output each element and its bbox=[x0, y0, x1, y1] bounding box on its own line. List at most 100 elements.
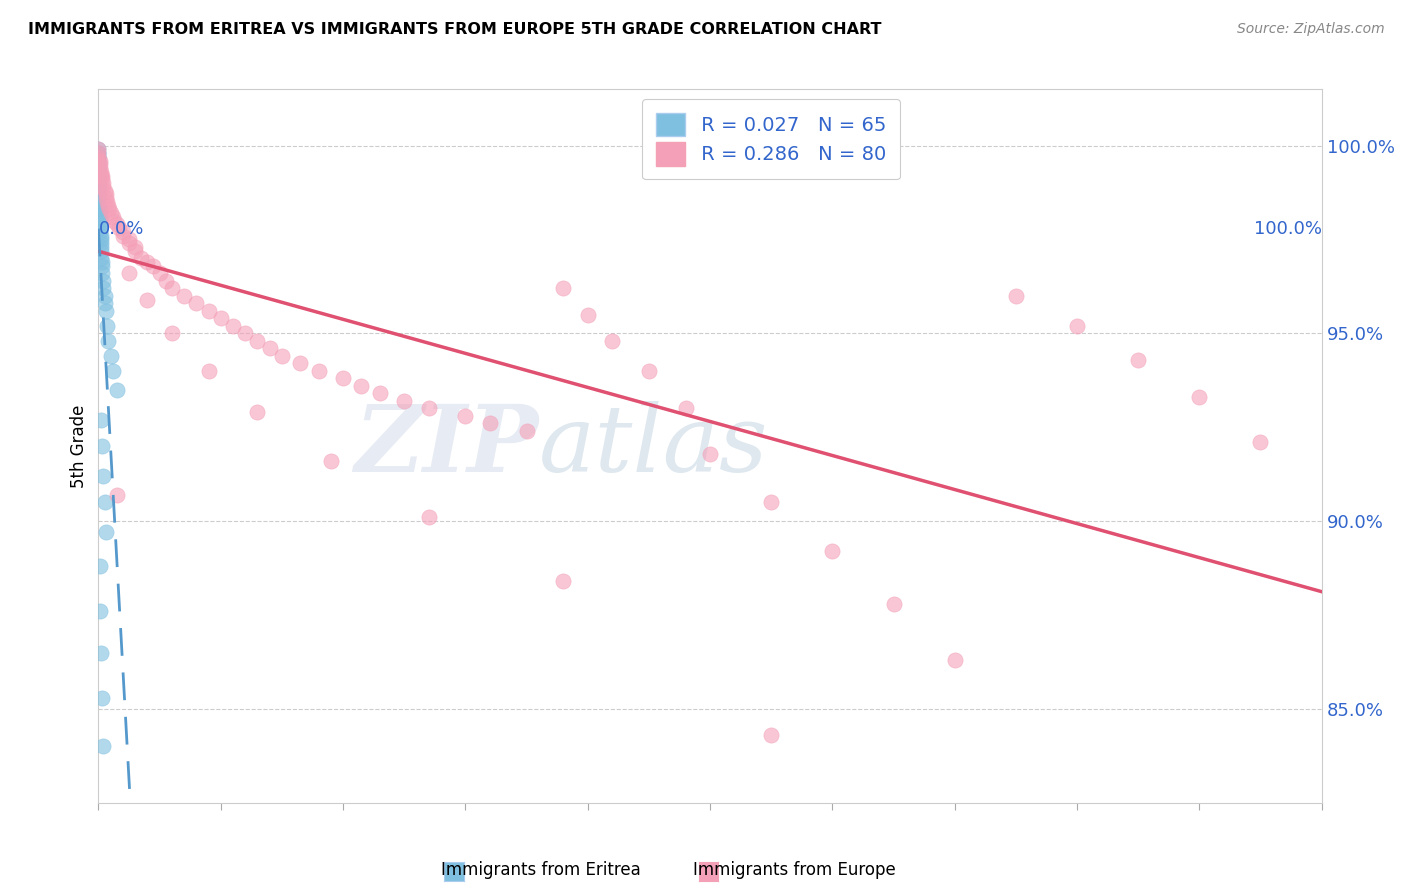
Point bbox=[90, 646, 112, 660]
Point bbox=[103, 213, 125, 227]
Point bbox=[111, 228, 134, 243]
Point bbox=[98, 202, 121, 217]
Point bbox=[111, 225, 134, 239]
Point bbox=[108, 221, 131, 235]
Point bbox=[1249, 435, 1271, 450]
Point bbox=[332, 371, 354, 385]
Point bbox=[94, 525, 117, 540]
Point bbox=[90, 413, 112, 427]
Point bbox=[821, 544, 844, 558]
Point bbox=[90, 236, 112, 251]
Point bbox=[87, 157, 110, 171]
Point bbox=[91, 739, 114, 754]
Point bbox=[553, 574, 575, 589]
Point bbox=[136, 255, 159, 269]
Point bbox=[222, 318, 245, 333]
Point bbox=[943, 653, 966, 667]
Point bbox=[87, 187, 110, 202]
Point bbox=[699, 446, 721, 460]
Point bbox=[638, 364, 661, 378]
Point bbox=[290, 356, 312, 370]
Point bbox=[94, 303, 117, 318]
Point bbox=[160, 326, 183, 341]
Point bbox=[91, 281, 114, 295]
Point bbox=[90, 165, 112, 179]
Point bbox=[101, 364, 124, 378]
Point bbox=[186, 296, 208, 310]
Point bbox=[89, 221, 111, 235]
Point bbox=[96, 318, 118, 333]
Legend:  R = 0.027   N = 65,  R = 0.286   N = 80: R = 0.027 N = 65, R = 0.286 N = 80 bbox=[643, 99, 900, 179]
Point bbox=[97, 334, 120, 348]
Point bbox=[87, 172, 110, 186]
Point bbox=[515, 424, 537, 438]
Point bbox=[87, 194, 110, 209]
Point bbox=[87, 169, 110, 183]
Point bbox=[87, 165, 110, 179]
Point bbox=[87, 165, 110, 179]
Point bbox=[87, 176, 110, 190]
Point bbox=[87, 142, 110, 156]
Point bbox=[100, 206, 122, 220]
Point bbox=[91, 266, 114, 280]
Point bbox=[1188, 390, 1211, 404]
Point bbox=[87, 150, 110, 164]
Point bbox=[308, 364, 330, 378]
Point bbox=[553, 281, 575, 295]
Point bbox=[87, 202, 110, 217]
Text: atlas: atlas bbox=[538, 401, 768, 491]
Point bbox=[96, 194, 118, 209]
Point bbox=[89, 210, 111, 224]
Point bbox=[129, 251, 152, 265]
Point bbox=[149, 266, 172, 280]
Point bbox=[93, 495, 115, 509]
Point bbox=[87, 146, 110, 161]
Point bbox=[91, 176, 114, 190]
Text: Source: ZipAtlas.com: Source: ZipAtlas.com bbox=[1237, 22, 1385, 37]
Point bbox=[100, 349, 122, 363]
Point bbox=[87, 150, 110, 164]
Point bbox=[368, 386, 391, 401]
Point bbox=[87, 153, 110, 168]
Point bbox=[97, 199, 120, 213]
Point bbox=[246, 334, 269, 348]
Point bbox=[90, 232, 112, 246]
Point bbox=[105, 488, 128, 502]
Point bbox=[761, 728, 783, 742]
Point bbox=[91, 172, 114, 186]
Point bbox=[87, 172, 110, 186]
Point bbox=[118, 232, 141, 246]
Point bbox=[142, 259, 165, 273]
Point bbox=[118, 236, 141, 251]
Point bbox=[89, 157, 111, 171]
Point bbox=[87, 153, 110, 168]
Point bbox=[91, 169, 114, 183]
Point bbox=[418, 510, 440, 524]
Point bbox=[319, 454, 342, 468]
Point bbox=[87, 150, 110, 164]
Point bbox=[87, 176, 110, 190]
Point bbox=[91, 274, 114, 288]
Point bbox=[91, 255, 114, 269]
Text: Immigrants from Europe: Immigrants from Europe bbox=[693, 861, 896, 879]
Point bbox=[87, 191, 110, 205]
Point bbox=[101, 210, 124, 224]
Point bbox=[90, 228, 112, 243]
Point bbox=[87, 146, 110, 161]
Point bbox=[454, 409, 477, 423]
Point bbox=[90, 240, 112, 254]
Text: 0.0%: 0.0% bbox=[98, 219, 143, 238]
Y-axis label: 5th Grade: 5th Grade bbox=[70, 404, 89, 488]
Point bbox=[90, 169, 112, 183]
Point bbox=[90, 244, 112, 258]
Point bbox=[600, 334, 623, 348]
Point bbox=[1066, 318, 1088, 333]
Point bbox=[270, 349, 294, 363]
Point bbox=[87, 157, 110, 171]
Point bbox=[883, 597, 905, 611]
Point bbox=[105, 383, 128, 397]
Point bbox=[89, 218, 111, 232]
Point bbox=[87, 199, 110, 213]
Point bbox=[761, 495, 783, 509]
Point bbox=[87, 153, 110, 168]
